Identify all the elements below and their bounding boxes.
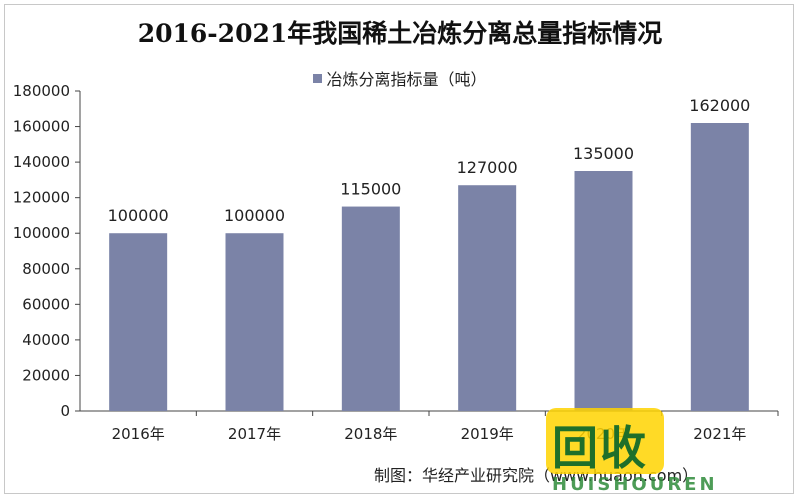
- bar: [341, 206, 400, 411]
- y-tick-label: 100000: [13, 224, 70, 242]
- x-tick-label: 2019年: [461, 425, 514, 443]
- y-tick-label: 160000: [13, 118, 70, 136]
- legend: 冶炼分离指标量（吨）: [0, 66, 800, 90]
- bar: [225, 233, 284, 411]
- y-tick-label: 180000: [13, 82, 70, 100]
- source-note: 制图：华经产业研究院（www.huaon.com）: [374, 466, 699, 485]
- y-tick-label: 140000: [13, 153, 70, 171]
- x-tick-label: 2021年: [693, 425, 746, 443]
- data-label: 100000: [224, 206, 285, 225]
- bar: [109, 233, 168, 411]
- y-tick-label: 0: [60, 402, 70, 420]
- chart-title: 2016-2021年我国稀土冶炼分离总量指标情况: [137, 19, 663, 48]
- x-tick-label: 2017年: [228, 425, 281, 443]
- legend-swatch: [313, 74, 323, 83]
- x-tick-label: 2018年: [344, 425, 397, 443]
- bar: [574, 171, 633, 411]
- legend-label: 冶炼分离指标量（吨）: [326, 70, 487, 89]
- data-label: 162000: [689, 96, 750, 115]
- y-tick-label: 80000: [22, 260, 70, 278]
- bar: [458, 185, 517, 411]
- data-label: 115000: [340, 180, 401, 199]
- bar: [690, 123, 749, 411]
- x-tick-label: 2016年: [112, 425, 165, 443]
- data-label: 127000: [457, 158, 518, 177]
- y-tick-label: 40000: [22, 331, 70, 349]
- y-tick-label: 20000: [22, 366, 70, 384]
- data-label: 100000: [108, 206, 169, 225]
- y-tick-label: 60000: [22, 295, 70, 313]
- x-tick-label: 2020年: [577, 425, 630, 443]
- y-tick-label: 120000: [13, 189, 70, 207]
- data-label: 135000: [573, 144, 634, 163]
